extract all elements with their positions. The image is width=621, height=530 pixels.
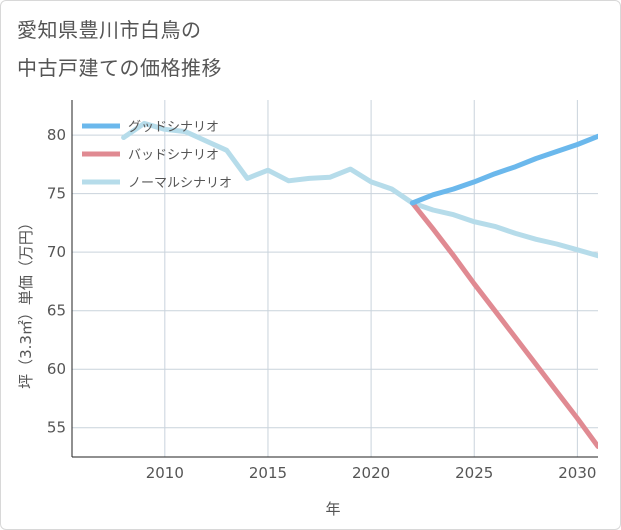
y-tick-label: 80 bbox=[47, 126, 66, 144]
chart-title-line-2: 中古戸建ての価格推移 bbox=[17, 56, 222, 80]
x-tick-label: 2020 bbox=[352, 464, 390, 482]
legend-label-0: グッドシナリオ bbox=[128, 120, 219, 135]
x-tick-label: 2015 bbox=[249, 464, 287, 482]
x-tick-label: 2025 bbox=[455, 464, 493, 482]
series-line-0 bbox=[409, 133, 598, 206]
y-tick-label: 65 bbox=[47, 302, 66, 320]
series-line-2 bbox=[121, 120, 598, 259]
series-line-1 bbox=[409, 200, 598, 449]
y-axis-label: 坪（3.3㎡）単価（万円） bbox=[17, 215, 35, 389]
x-tick-label: 2010 bbox=[146, 464, 184, 482]
y-tick-label: 60 bbox=[47, 360, 66, 378]
x-tick-label: 2030 bbox=[558, 464, 596, 482]
y-tick-label: 55 bbox=[47, 419, 66, 437]
x-axis-label: 年 bbox=[325, 500, 340, 518]
legend-label-1: バッドシナリオ bbox=[128, 148, 219, 163]
series-lines bbox=[121, 120, 598, 449]
axes bbox=[71, 100, 598, 458]
chart-title-line-1: 愛知県豊川市白鳥の bbox=[17, 18, 202, 42]
tick-labels: 2010 2015 2020 2025 2030 55 60 65 70 75 80 bbox=[47, 126, 597, 482]
y-tick-label: 70 bbox=[47, 243, 66, 261]
legend-label-2: ノーマルシナリオ bbox=[128, 176, 232, 191]
y-tick-label: 75 bbox=[47, 185, 66, 203]
grid-lines bbox=[72, 100, 598, 457]
